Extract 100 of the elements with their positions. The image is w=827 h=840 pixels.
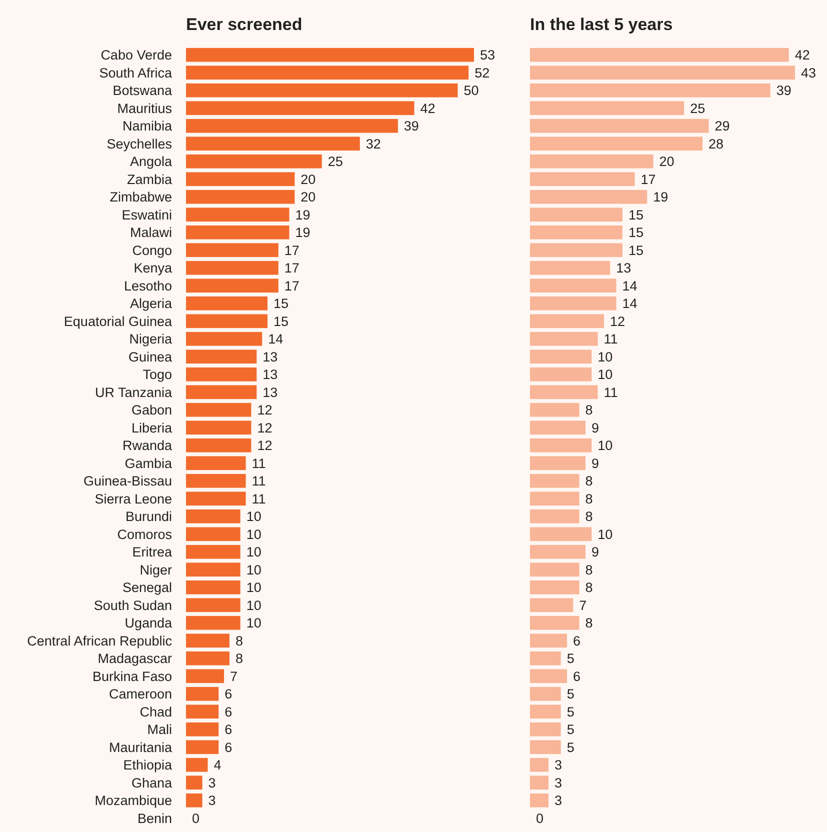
- y-tick-label: Ethiopia: [123, 758, 172, 773]
- bar: [186, 314, 268, 328]
- bar: [530, 278, 616, 293]
- data-label: 19: [295, 225, 310, 240]
- y-tick-label: Namibia: [122, 118, 172, 134]
- data-label: 8: [585, 562, 593, 578]
- bar: [530, 402, 580, 417]
- data-label: 5: [566, 686, 574, 702]
- y-tick-label: Eritrea: [132, 544, 172, 560]
- bar: [186, 190, 295, 204]
- bar: [186, 456, 246, 470]
- bar: [186, 776, 202, 790]
- data-label: 10: [598, 349, 613, 364]
- data-label: 12: [257, 438, 272, 454]
- bar: [530, 669, 567, 684]
- data-label: 25: [690, 100, 706, 116]
- y-tick-label: Seychelles: [106, 136, 172, 152]
- bar: [186, 225, 290, 240]
- data-label: 14: [268, 332, 284, 347]
- data-label: 39: [404, 118, 419, 134]
- y-tick-label: Mauritania: [108, 740, 172, 755]
- data-label: 5: [566, 704, 574, 720]
- data-label: 15: [628, 207, 644, 222]
- y-tick-label: Central African Republic: [27, 633, 172, 648]
- data-label: 8: [585, 402, 593, 418]
- y-tick-label: Guinea-Bissau: [83, 474, 172, 489]
- data-label: 6: [224, 722, 232, 738]
- data-label: 11: [252, 491, 266, 506]
- y-tick-label: Cabo Verde: [100, 48, 172, 63]
- data-label: 53: [480, 48, 496, 63]
- data-label: 4: [214, 758, 222, 773]
- bar: [530, 686, 561, 701]
- y-tick-label: Sierra Leone: [94, 491, 172, 506]
- data-label: 25: [328, 154, 343, 170]
- data-label: 14: [622, 296, 638, 312]
- y-tick-label: Guinea: [128, 349, 172, 364]
- y-tick-label: Cameroon: [108, 686, 172, 702]
- y-tick-label: Togo: [142, 367, 172, 382]
- bar: [186, 402, 252, 417]
- data-label: 13: [262, 367, 278, 382]
- bar: [530, 598, 574, 612]
- bar: [530, 136, 703, 151]
- data-label: 7: [579, 598, 587, 613]
- bar: [186, 208, 290, 222]
- data-label: 8: [235, 651, 243, 666]
- bar: [530, 314, 604, 328]
- bar: [530, 420, 586, 435]
- data-label: 10: [246, 544, 262, 560]
- bar: [186, 350, 257, 364]
- data-label: 10: [598, 526, 613, 542]
- y-tick-label: Burkina Faso: [92, 668, 172, 684]
- bar: [186, 385, 257, 400]
- data-label: 7: [230, 668, 238, 684]
- data-label: 39: [776, 83, 792, 98]
- bar: [530, 66, 795, 80]
- data-label: 43: [801, 65, 816, 80]
- data-label: 12: [610, 314, 625, 329]
- y-tick-label: Chad: [140, 704, 172, 720]
- bar: [530, 704, 561, 719]
- y-tick-label: Lesotho: [124, 278, 172, 294]
- bar: [530, 208, 622, 222]
- data-label: 15: [628, 242, 644, 258]
- bar: [186, 492, 246, 506]
- data-label: 19: [295, 207, 310, 222]
- data-label: 32: [366, 136, 381, 152]
- y-tick-label: Madagascar: [98, 651, 172, 666]
- y-tick-label: Niger: [140, 562, 172, 578]
- data-label: 20: [300, 190, 316, 205]
- y-tick-label: Botswana: [112, 83, 172, 98]
- bar: [530, 385, 598, 400]
- bar: [186, 793, 202, 808]
- data-label: 8: [585, 509, 593, 524]
- bar: [186, 172, 295, 186]
- data-label: 9: [591, 544, 599, 560]
- data-label: 20: [300, 172, 316, 187]
- bar: [530, 243, 622, 258]
- data-label: 15: [628, 225, 644, 240]
- data-label: 19: [653, 190, 668, 205]
- y-tick-label: Kenya: [134, 260, 172, 276]
- bar: [530, 332, 598, 346]
- data-label: 0: [536, 810, 544, 826]
- data-label: 10: [598, 438, 613, 454]
- bar: [186, 598, 240, 612]
- bar: [186, 367, 257, 382]
- bar: [186, 562, 240, 577]
- bar: [186, 616, 240, 630]
- bar: [186, 758, 208, 772]
- bar: [530, 722, 561, 736]
- bar: [530, 793, 548, 808]
- y-tick-label: UR Tanzania: [94, 384, 172, 400]
- y-tick-label: Uganda: [124, 616, 172, 631]
- bar: [186, 740, 219, 754]
- bar: [530, 83, 770, 98]
- data-label: 8: [235, 633, 243, 648]
- bar: [186, 527, 240, 542]
- data-label: 11: [252, 474, 266, 489]
- bar: [186, 118, 398, 133]
- data-label: 5: [566, 740, 574, 755]
- y-tick-label: Ghana: [131, 775, 172, 790]
- bar: [186, 686, 219, 701]
